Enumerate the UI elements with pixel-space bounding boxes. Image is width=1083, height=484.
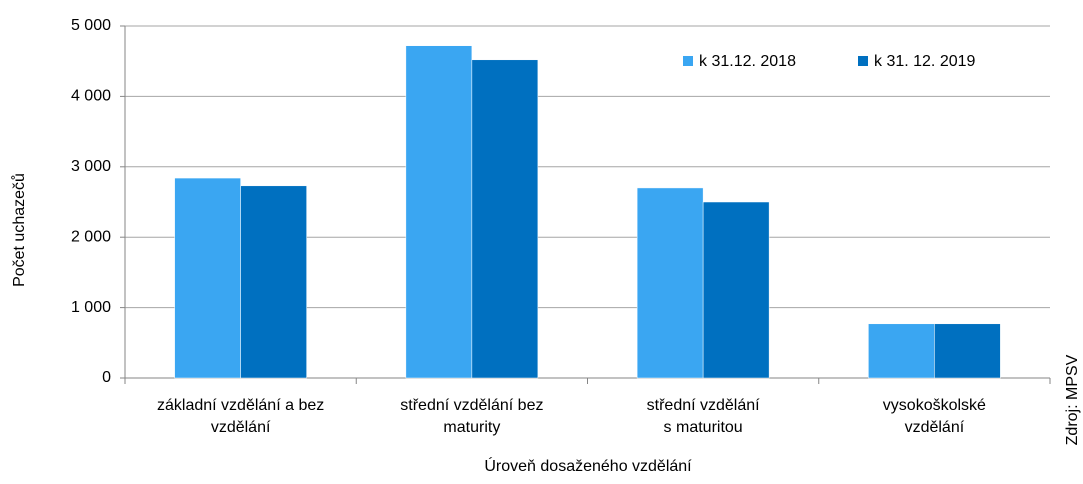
- x-tick-label: s maturitou: [664, 419, 743, 436]
- y-tick-label: 5 000: [71, 17, 111, 34]
- y-axis-label: Počet uchazečů: [10, 173, 28, 287]
- bar: [471, 59, 539, 379]
- bar: [868, 323, 935, 379]
- bar: [636, 187, 704, 379]
- legend-swatch: [683, 56, 693, 66]
- x-axis-label: Úroveň dosaženého vzdělání: [484, 456, 692, 475]
- y-tick-label: 2 000: [71, 228, 111, 245]
- legend-swatch: [858, 56, 868, 66]
- legend-label: k 31.12. 2018: [699, 53, 796, 70]
- legend-label: k 31. 12. 2019: [874, 53, 976, 70]
- x-tick-label: základní vzdělání a bez: [157, 397, 324, 414]
- y-tick-label: 1 000: [71, 299, 111, 316]
- bar: [702, 201, 770, 379]
- x-tick-label: střední vzdělání bez: [400, 397, 543, 414]
- x-tick-label: vysokoškolské: [883, 397, 986, 414]
- x-tick-label: maturity: [443, 419, 500, 436]
- x-tick-label: vzdělání: [905, 419, 965, 436]
- x-tick-label: střední vzdělání: [647, 397, 761, 414]
- y-tick-label: 4 000: [71, 88, 111, 105]
- source-note: Zdroj: MPSV: [1064, 354, 1081, 445]
- y-tick-label: 0: [102, 369, 111, 386]
- bar: [174, 177, 241, 379]
- bar: [240, 185, 307, 379]
- bar: [934, 323, 1001, 379]
- x-tick-label: vzdělání: [211, 419, 271, 436]
- y-tick-label: 3 000: [71, 158, 111, 175]
- bar: [405, 45, 473, 379]
